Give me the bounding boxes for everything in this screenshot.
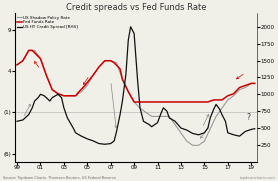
Legend: US Shadow Policy Rate, Fed Funds Rate, US HY Credit Spread [RHS]: US Shadow Policy Rate, Fed Funds Rate, U… (17, 15, 79, 30)
Text: topdowncharts.com: topdowncharts.com (239, 176, 275, 180)
Text: ?: ? (247, 113, 251, 122)
Text: Source: Topdown Charts, Thomson Reuters, US Federal Reserve: Source: Topdown Charts, Thomson Reuters,… (3, 176, 116, 180)
Title: Credit spreads vs Fed Funds Rate: Credit spreads vs Fed Funds Rate (66, 3, 206, 12)
